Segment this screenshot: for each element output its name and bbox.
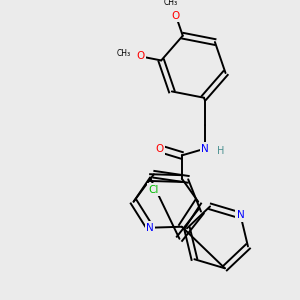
Text: N: N [237,211,244,220]
Text: H: H [217,146,224,156]
Text: O: O [172,11,180,21]
Text: N: N [146,223,154,233]
Text: O: O [136,51,145,62]
Text: Cl: Cl [149,185,159,195]
Text: N: N [201,144,209,154]
Text: O: O [155,144,164,154]
Text: CH₃: CH₃ [163,0,177,8]
Text: CH₃: CH₃ [116,49,130,58]
